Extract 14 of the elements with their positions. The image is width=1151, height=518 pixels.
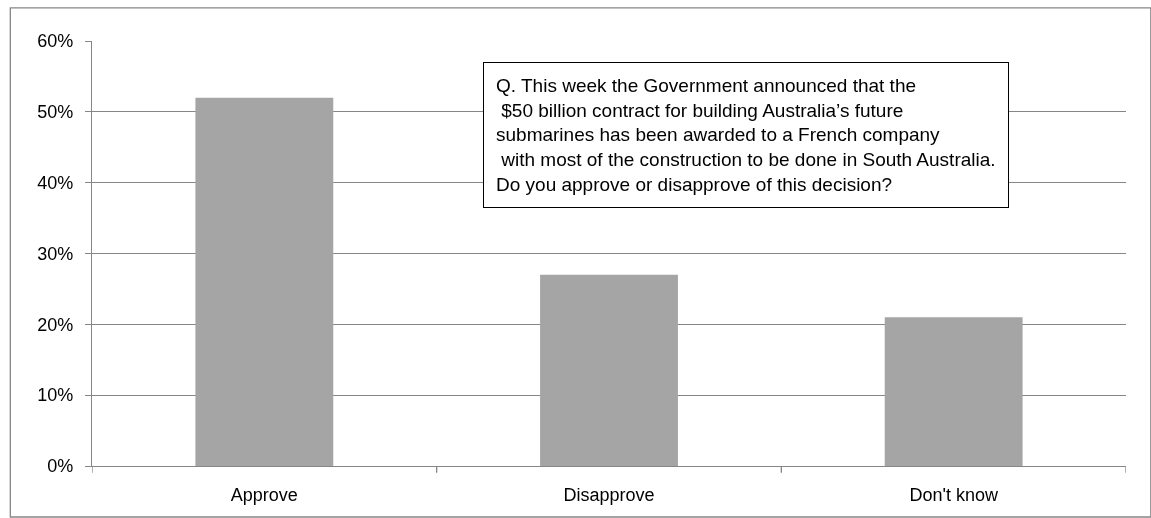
annotation: Q. This week the Government announced that the $50 billion contract for building Australia’s future submarines has been awarded to a French company with most of the construction to be done in South Australia. Do you approve or disapprove of this decision? bbox=[496, 75, 996, 195]
y-tick-label: 60% bbox=[37, 31, 74, 52]
bar bbox=[195, 97, 334, 466]
y-tick-label: 20% bbox=[37, 314, 74, 335]
x-tick-label: Approve bbox=[230, 484, 298, 505]
y-tick-label: 40% bbox=[37, 172, 74, 193]
x-tick-label: Don't know bbox=[909, 484, 999, 505]
y-tick-label: 0% bbox=[47, 456, 74, 477]
bar bbox=[540, 274, 678, 466]
y-tick-label: 50% bbox=[37, 102, 74, 123]
y-tick-label: 30% bbox=[37, 243, 74, 264]
x-tick-label: Disapprove bbox=[563, 484, 655, 505]
y-tick-label: 10% bbox=[37, 385, 74, 406]
bar bbox=[884, 317, 1023, 466]
